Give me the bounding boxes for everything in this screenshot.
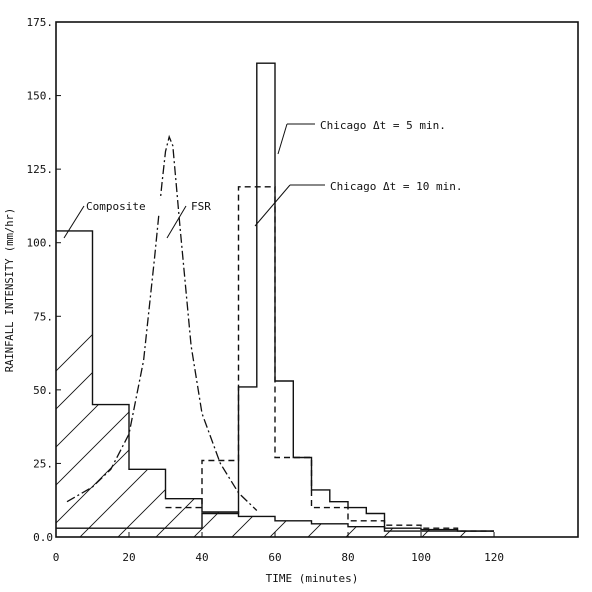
y-tick-label: 75. [33,310,53,323]
hatch-line [69,230,494,537]
annotation-composite: Composite [63,199,165,239]
series-group [56,62,494,532]
y-tick-label: 0.0 [33,531,53,544]
leader-line-chicago-10-drop [254,184,291,227]
annotation-chicago-10: Chicago Δt = 10 min. [254,180,462,227]
hatch-line [145,230,494,537]
hatch-line [259,230,494,537]
fsr-series-line [66,134,258,511]
y-tick-label: 125. [27,163,54,176]
leader-line-chicago-5-drop [277,123,288,155]
x-tick-label: 20 [122,551,135,564]
hatch-line [411,230,494,537]
y-tick-label: 150. [27,90,54,103]
annotation-chicago-10-text: Chicago Δt = 10 min. [330,180,462,193]
hatch-line [183,230,494,537]
annotation-fsr-text: FSR [191,200,211,213]
y-tick-label: 100. [27,237,54,250]
chicago-10min-series-line [165,186,494,532]
hatch-line [221,230,494,537]
x-tick-label: 0 [53,551,60,564]
x-axis-label: TIME (minutes) [266,572,359,585]
x-tick-label: 100 [411,551,431,564]
hatch-line [487,230,494,537]
hatch-line [56,230,481,537]
hatch-line [56,230,494,537]
y-tick-label: 50. [33,384,53,397]
hatch-line [297,230,494,537]
leader-line-composite [63,205,85,239]
annotation-fsr: FSR [166,199,219,239]
y-axis-ticks: 0.0 25. 50. 75. 100. 125. 150. 175. [27,16,61,544]
hatch-line [56,230,494,537]
composite-hatching [56,0,592,547]
annotation-chicago-5: Chicago Δt = 5 min. [277,119,446,155]
hatch-line [449,230,494,537]
composite-series-line [56,230,494,532]
x-tick-label: 120 [484,551,504,564]
annotation-composite-text: Composite [86,200,146,213]
plot-frame [55,21,579,538]
hatch-line [107,230,494,537]
x-tick-label: 80 [341,551,354,564]
y-tick-label: 25. [33,457,53,470]
y-axis-label: RAINFALL INTENSITY (mm/hr) [4,208,16,372]
x-tick-label: 40 [195,551,208,564]
y-tick-label: 175. [27,16,54,29]
hatch-line [56,230,494,537]
hatch-line [526,0,592,547]
hatch-line [373,230,494,537]
x-tick-label: 60 [268,551,281,564]
x-axis-ticks: 0 20 40 60 80 100 120 [53,532,504,564]
hatch-line [335,230,494,537]
annotation-chicago-5-text: Chicago Δt = 5 min. [320,119,446,132]
leader-line-fsr [166,205,187,239]
